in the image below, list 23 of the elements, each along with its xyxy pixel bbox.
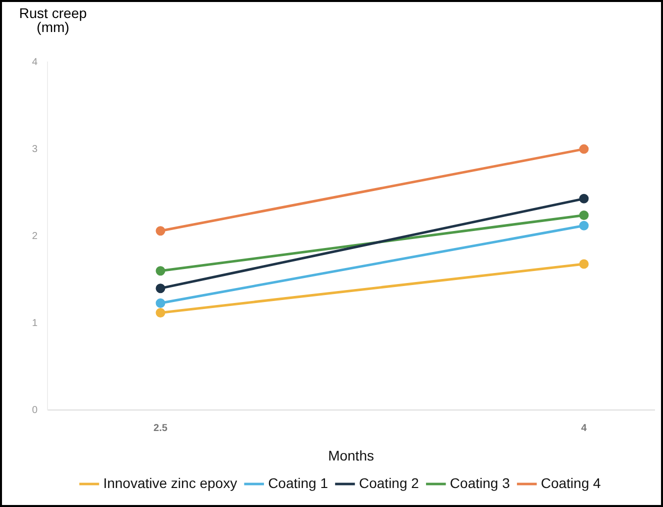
point — [579, 220, 589, 230]
y-tick-label: 1 — [32, 318, 38, 329]
y-tick-label: 3 — [32, 144, 38, 155]
point — [579, 210, 589, 220]
point — [579, 259, 589, 269]
legend-label: Innovative zinc epoxy — [103, 474, 238, 491]
point — [156, 266, 166, 276]
point — [156, 298, 166, 308]
y-axis-title: Rust creep (mm) — [18, 5, 88, 35]
point — [156, 308, 166, 318]
x-axis-title: Months — [328, 447, 374, 464]
point — [156, 226, 166, 236]
legend-label: Coating 2 — [358, 474, 420, 491]
legend-label: Coating 3 — [450, 474, 510, 491]
legend-label: Coating 1 — [268, 474, 328, 491]
legend-label: Coating 4 — [540, 474, 601, 491]
y-tick-label: 4 — [32, 56, 38, 68]
x-tick-label: 2.5 — [154, 422, 168, 434]
y-tick-label: 2 — [32, 230, 38, 242]
point — [156, 284, 166, 294]
point — [579, 194, 589, 204]
y-tick-label: 0 — [32, 404, 38, 416]
point — [579, 144, 589, 154]
